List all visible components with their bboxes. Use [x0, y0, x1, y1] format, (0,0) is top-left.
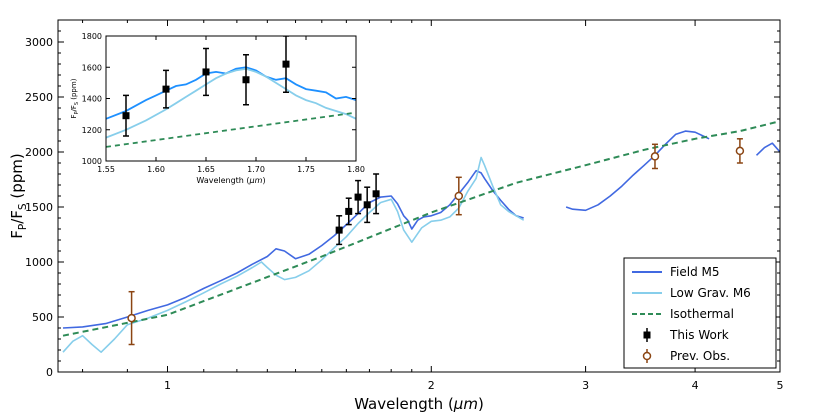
inset-y-tick-label: 1000	[82, 157, 102, 166]
inset-plot-area: 1000 1200 1400 1600 1800 1.55 1.60 1.65 1.70 1.75…	[70, 32, 365, 185]
inset-this-work-point-1	[122, 94, 130, 137]
square-marker	[242, 76, 250, 84]
inset-this-work-point-5	[282, 36, 290, 93]
inset-y-tick-label: 1200	[82, 126, 102, 135]
inset-data-layer	[106, 36, 356, 148]
square-marker	[282, 60, 290, 68]
legend-label: Isothermal	[670, 307, 734, 321]
prev-obs-point-4	[735, 138, 745, 164]
legend-entry-field-m5: Field M5	[632, 265, 720, 279]
y-tick-label: 3000	[25, 36, 53, 49]
this-work-point-3	[354, 179, 362, 215]
square-marker	[354, 193, 362, 201]
prev-obs-point-2	[454, 176, 464, 216]
inset-x-axis-label: Wavelength (μm)	[196, 176, 265, 185]
inset-isothermal-line	[106, 111, 356, 148]
this-work-point-5	[372, 173, 380, 215]
inset-this-work-point-4	[242, 54, 250, 106]
inset-y-axis-label: FP/FS (ppm)	[70, 78, 80, 118]
square-marker	[363, 201, 371, 209]
inset-x-tick-label: 1.65	[197, 165, 215, 174]
inset-y-tick-label: 1600	[82, 63, 102, 72]
square-marker	[162, 85, 170, 93]
main-data-layer	[62, 120, 780, 354]
y-tick-label: 500	[32, 311, 53, 324]
square-marker	[335, 226, 343, 234]
legend-swatch	[642, 351, 652, 361]
y-axis-label: FP/FS (ppm)	[8, 153, 29, 238]
open-circle-marker	[454, 191, 464, 201]
x-tick-label: 1	[164, 379, 171, 392]
x-tick-label: 4	[692, 379, 699, 392]
legend-entry-isothermal: Isothermal	[632, 307, 734, 321]
square-marker	[345, 207, 353, 215]
legend-entry-low-grav-m6: Low Grav. M6	[632, 286, 751, 300]
field-m5-line-segment-3	[755, 142, 780, 156]
this-work-point-4	[363, 186, 371, 224]
square-marker	[202, 68, 210, 76]
legend-entry-prev-obs: Prev. Obs.	[642, 349, 730, 363]
x-tick-label: 2	[428, 379, 435, 392]
inset-x-tick-label: 1.80	[347, 165, 365, 174]
this-work-point-2	[345, 197, 353, 226]
this-work-point-1	[335, 215, 343, 246]
open-circle-marker	[650, 152, 660, 161]
inset-x-tick-label: 1.75	[297, 165, 315, 174]
inset-this-work-point-2	[162, 69, 170, 109]
y-tick-label: 1500	[25, 201, 53, 214]
field-m5-line-segment-1	[62, 169, 524, 329]
legend-label: This Work	[669, 328, 729, 342]
square-marker	[122, 112, 130, 120]
y-tick-label: 0	[46, 366, 53, 379]
open-circle-marker	[735, 146, 745, 156]
y-tick-label: 2000	[25, 146, 53, 159]
inset-x-tick-label: 1.55	[97, 165, 115, 174]
square-marker	[372, 190, 380, 198]
legend: Field M5 Low Grav. M6 Isothermal This Work P…	[623, 257, 777, 369]
inset-y-tick-label: 1400	[82, 95, 102, 104]
legend-label: Prev. Obs.	[670, 349, 730, 363]
inset-x-tick-label: 1.60	[147, 165, 165, 174]
prev-obs-point-1	[127, 290, 136, 346]
low-grav-m6-line-segment-1	[62, 156, 525, 354]
open-circle-marker	[127, 313, 136, 323]
legend-label: Low Grav. M6	[670, 286, 751, 300]
x-axis-label: Wavelength (μm)	[354, 395, 484, 413]
field-m5-line-segment-2	[565, 130, 710, 212]
legend-entry-this-work: This Work	[643, 328, 729, 342]
main-plot-area: 0 500 1000 1500 2000 2500 3000 1 2 3 4 5 Wavelength …	[8, 19, 784, 413]
inset-y-tick-label: 1800	[82, 32, 102, 41]
isothermal-line	[62, 120, 780, 337]
legend-swatch	[643, 331, 651, 339]
y-tick-label: 1000	[25, 256, 53, 269]
legend-label: Field M5	[670, 265, 720, 279]
y-tick-label: 2500	[25, 91, 53, 104]
x-tick-label: 5	[777, 379, 784, 392]
prev-obs-point-3	[650, 143, 660, 170]
inset-x-tick-label: 1.70	[247, 165, 265, 174]
x-tick-label: 3	[582, 379, 589, 392]
inset-this-work-point-3	[202, 47, 210, 97]
